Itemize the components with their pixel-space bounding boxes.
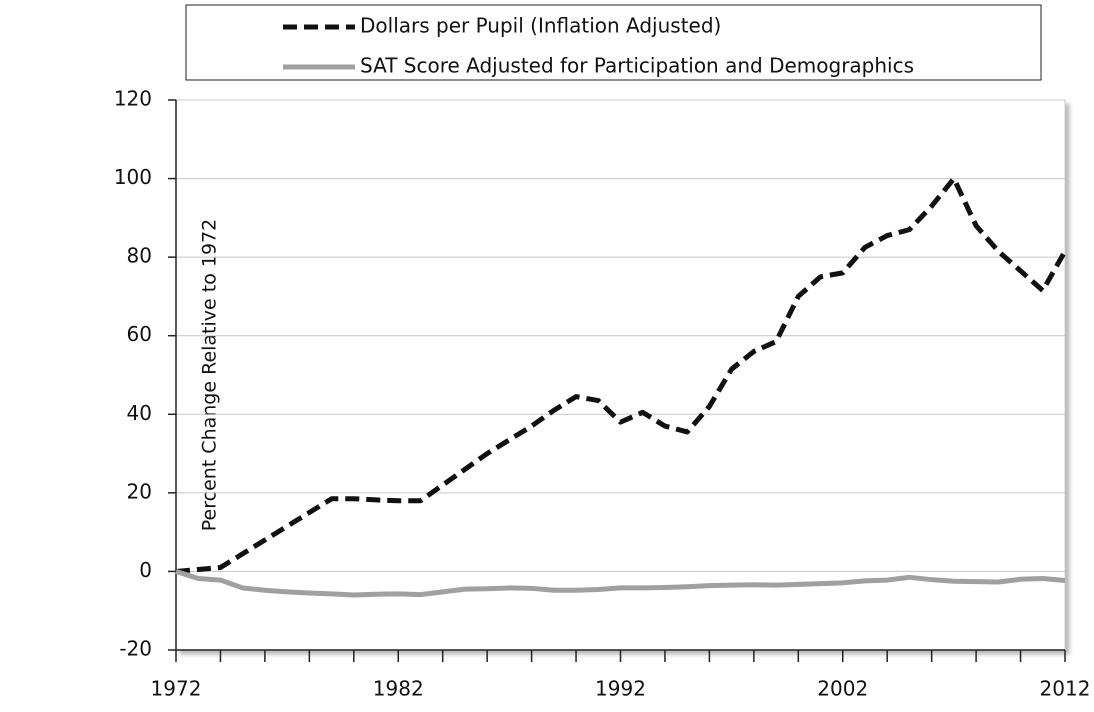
y-tick-label: 80 <box>127 244 152 268</box>
y-tick-label: 120 <box>114 87 152 111</box>
y-axis-label: Percent Change Relative to 1972 <box>199 219 221 531</box>
y-tick-label: 20 <box>127 479 152 503</box>
y-tick-label: 100 <box>114 165 152 189</box>
x-tick-label: 1992 <box>595 677 646 701</box>
plot-area <box>175 99 1066 651</box>
legend-label: SAT Score Adjusted for Participation and… <box>360 54 914 78</box>
x-tick-label: 1982 <box>373 677 424 701</box>
y-tick-label: -20 <box>119 637 152 661</box>
series-line <box>175 176 1068 574</box>
y-tick-label: 40 <box>127 401 152 425</box>
series-line <box>175 569 1066 598</box>
x-tick-label: 2002 <box>817 677 868 701</box>
legend-label: Dollars per Pupil (Inflation Adjusted) <box>360 14 721 38</box>
x-tick-label: 1972 <box>151 677 202 701</box>
y-tick-label: 60 <box>127 322 152 346</box>
y-tick-label: 0 <box>139 558 152 582</box>
x-tick-label: 2012 <box>1040 677 1091 701</box>
